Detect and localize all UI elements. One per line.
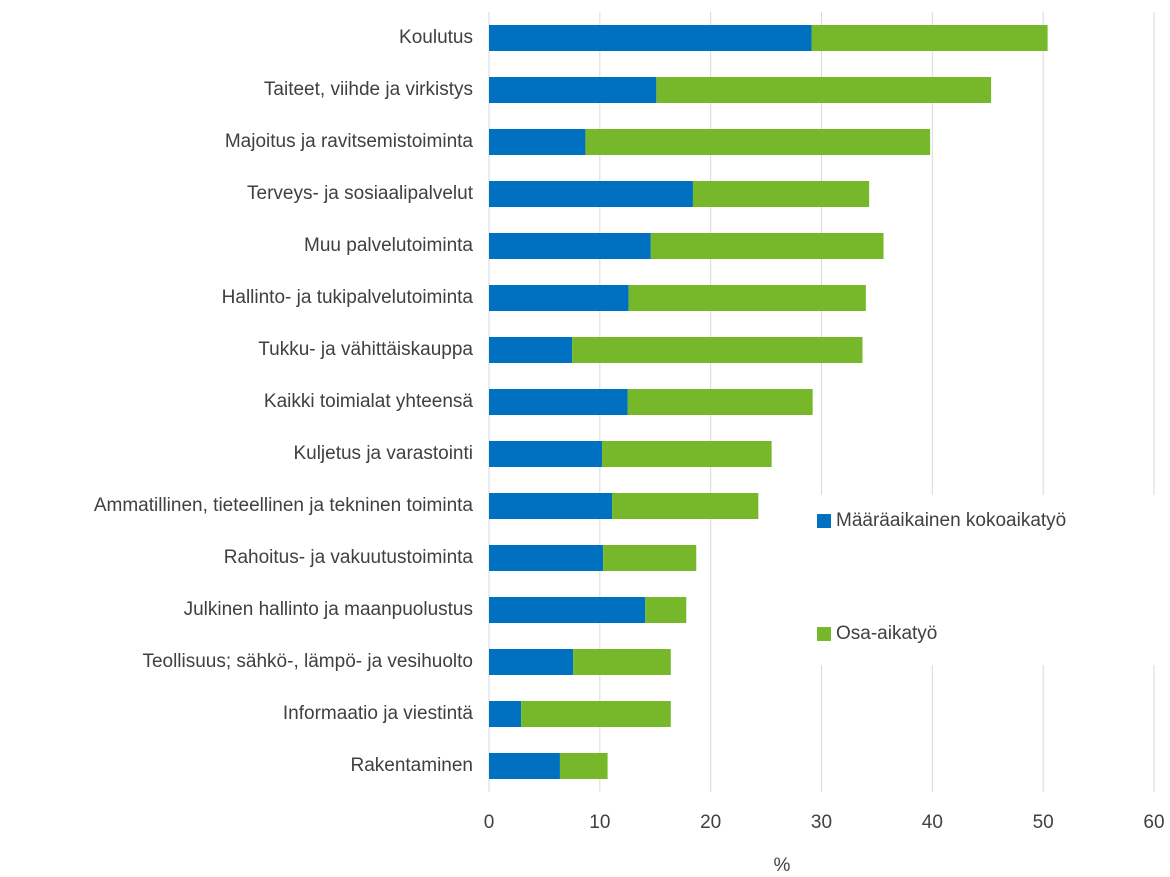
- bar-segment: [573, 649, 671, 675]
- bar-segment: [645, 597, 687, 623]
- bar-segment: [603, 545, 697, 571]
- bar-segment: [559, 753, 608, 779]
- bar-segment: [489, 129, 586, 155]
- bar-segment: [489, 441, 603, 467]
- x-axis-label: %: [774, 855, 791, 876]
- bar-segment: [612, 493, 759, 519]
- legend-swatch: [817, 627, 831, 641]
- bar-segment: [489, 389, 628, 415]
- bar-segment: [489, 753, 560, 779]
- y-tick-label: Kaikki toimialat yhteensä: [264, 391, 474, 412]
- y-tick-label: Teollisuus; sähkö-, lämpö- ja vesihuolto: [142, 651, 473, 672]
- x-tick-label: 50: [1033, 812, 1054, 833]
- x-tick-label: 40: [922, 812, 943, 833]
- y-tick-label: Majoitus ja ravitsemistoiminta: [225, 131, 474, 152]
- bar-segment: [811, 25, 1048, 51]
- legend-swatch: [817, 514, 831, 528]
- bar-segment: [627, 389, 813, 415]
- y-tick-label: Koulutus: [399, 27, 473, 48]
- bar-segment: [489, 181, 693, 207]
- y-tick-label: Taiteet, viihde ja virkistys: [264, 79, 473, 100]
- legend-background: [805, 495, 1155, 665]
- bar-segment: [489, 25, 812, 51]
- bar-segment: [692, 181, 870, 207]
- bar-segment: [656, 77, 992, 103]
- x-tick-label: 20: [700, 812, 721, 833]
- bar-segment: [489, 701, 522, 727]
- y-tick-label: Hallinto- ja tukipalvelutoiminta: [222, 287, 474, 308]
- bar-segment: [489, 233, 651, 259]
- legend-label: Määräaikainen kokoaikatyö: [836, 510, 1066, 531]
- y-tick-label: Muu palvelutoiminta: [304, 235, 473, 256]
- y-tick-label: Rakentaminen: [350, 755, 473, 776]
- x-tick-label: 30: [811, 812, 832, 833]
- bar-segment: [489, 493, 613, 519]
- y-tick-label: Terveys- ja sosiaalipalvelut: [247, 183, 474, 204]
- bar-segment: [585, 129, 931, 155]
- bar-segment: [602, 441, 772, 467]
- x-tick-label: 10: [589, 812, 610, 833]
- y-tick-label: Kuljetus ja varastointi: [293, 443, 473, 464]
- bar-segment: [489, 545, 604, 571]
- y-tick-label: Julkinen hallinto ja maanpuolustus: [184, 599, 473, 620]
- bar-segment: [489, 77, 657, 103]
- bar-segment: [521, 701, 671, 727]
- x-tick-label: 0: [484, 812, 495, 833]
- y-tick-label: Informaatio ja viestintä: [283, 703, 474, 724]
- y-tick-label: Tukku- ja vähittäiskauppa: [258, 339, 473, 360]
- y-tick-label: Rahoitus- ja vakuutustoiminta: [224, 547, 474, 568]
- bar-segment: [572, 337, 863, 363]
- bar-segment: [628, 285, 866, 311]
- y-tick-label: Ammatillinen, tieteellinen ja tekninen t…: [94, 495, 474, 516]
- bar-segment: [489, 649, 574, 675]
- bar-segment: [489, 597, 646, 623]
- x-tick-label: 60: [1143, 812, 1164, 833]
- legend-label: Osa-aikatyö: [836, 623, 937, 644]
- bar-segment: [489, 285, 629, 311]
- bar-segment: [650, 233, 884, 259]
- bar-segment: [489, 337, 573, 363]
